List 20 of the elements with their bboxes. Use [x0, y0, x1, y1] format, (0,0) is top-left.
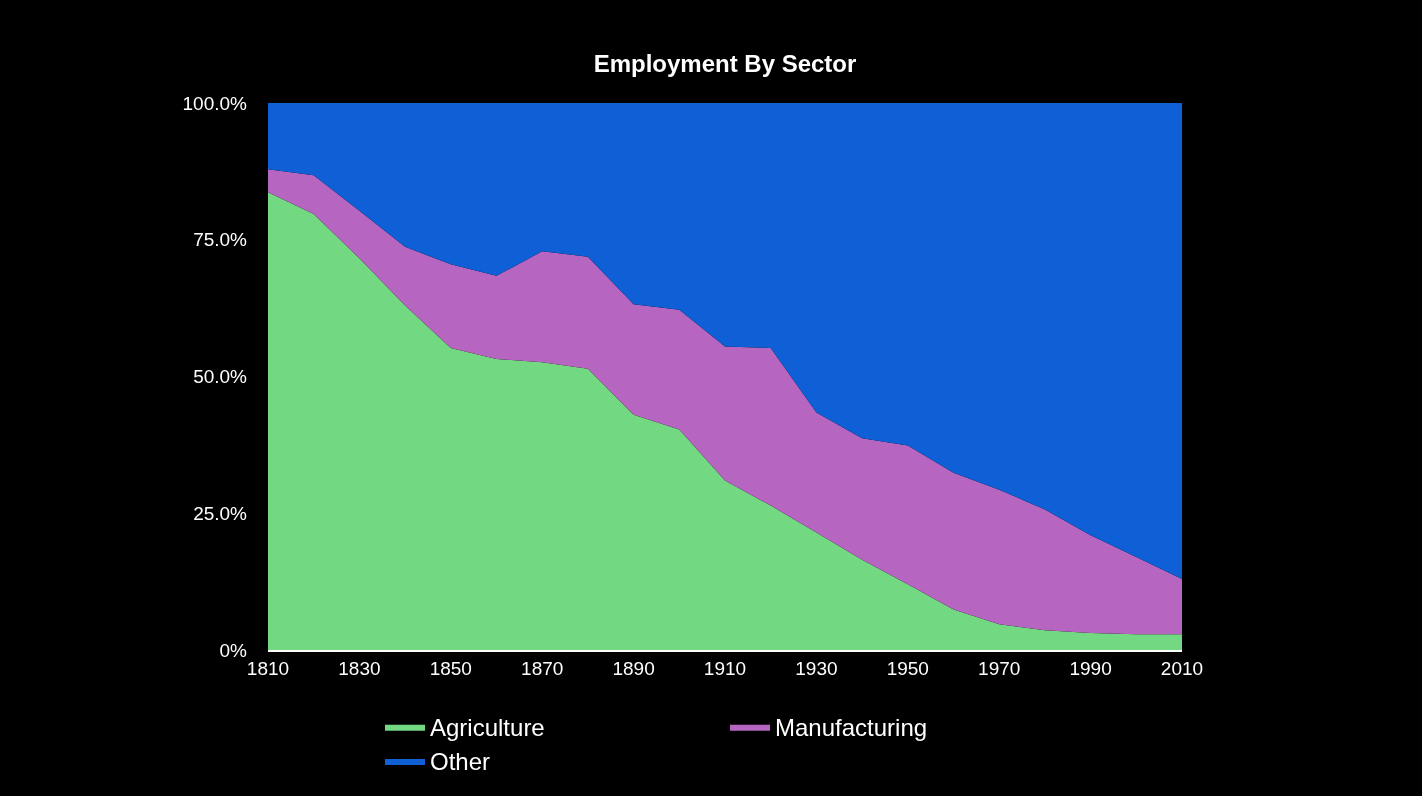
x-tick-label: 1990: [1069, 657, 1112, 679]
x-tick-label: 1830: [338, 657, 381, 679]
y-tick-label: 50.0%: [193, 366, 248, 388]
x-tick-label: 2010: [1160, 657, 1204, 679]
x-tick-label: 1910: [703, 657, 747, 679]
x-tick-label: 1870: [521, 657, 564, 679]
x-tick-label: 1810: [246, 657, 290, 679]
legend-label: Manufacturing: [775, 714, 928, 742]
y-tick-label: 25.0%: [193, 502, 248, 524]
chart-title: Employment By Sector: [593, 50, 857, 78]
y-tick-label: 75.0%: [193, 229, 248, 251]
legend-label: Other: [430, 748, 491, 776]
x-tick-label: 1890: [612, 657, 655, 679]
x-tick-label: 1850: [429, 657, 472, 679]
legend-label: Agriculture: [430, 714, 545, 742]
x-tick-label: 1970: [978, 657, 1021, 679]
y-tick-label: 100.0%: [182, 92, 248, 114]
x-tick-label: 1930: [795, 657, 838, 679]
x-tick-label: 1950: [886, 657, 929, 679]
y-tick-label: 0%: [219, 639, 248, 661]
